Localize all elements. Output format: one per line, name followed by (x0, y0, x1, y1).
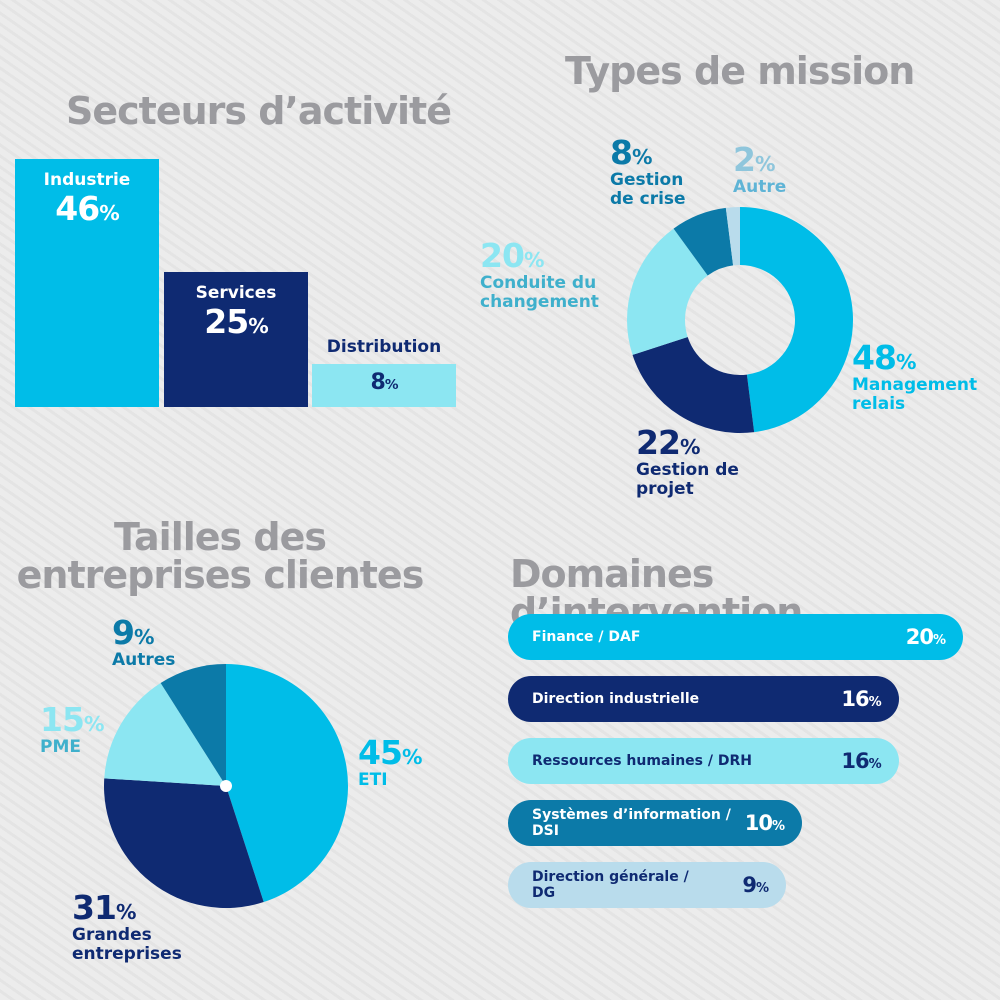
domaine-value: 10% (744, 811, 785, 835)
slice-eti (226, 664, 348, 903)
annotation-conduite-du-changement: 20% Conduite du changement (480, 236, 615, 312)
slice-grandes-entreprises (103, 778, 264, 908)
domaine-label-line: DG (532, 885, 556, 901)
domaine-value: 20% (905, 625, 946, 649)
pct-conduite-du-changement: 20% (480, 236, 545, 275)
domaine-value: 16% (841, 749, 882, 773)
percent-sign: % (631, 145, 653, 169)
domaine-label-line: Finance / DAF (532, 628, 641, 645)
domaine-label: Systèmes d’information / DSI (532, 807, 731, 839)
label-grandes-entreprises: Grandes entreprises (72, 925, 182, 964)
percent-sign: % (99, 201, 120, 225)
slice-autre (725, 207, 740, 266)
annotation-gestion-de-crise: 8% Gestion de crise (610, 133, 695, 209)
percent-sign: % (932, 633, 946, 648)
pct-autres: 9% (112, 613, 155, 652)
label-autres: Autres (112, 650, 176, 671)
annotation-management-relais: 48% Management relais (852, 338, 992, 414)
bar-label-industrie: Industrie (43, 170, 131, 190)
domaine-label-line: Direction industrielle (532, 690, 700, 707)
percent-sign: % (772, 819, 785, 834)
pct-gestion-de-crise: 8% (610, 133, 653, 172)
slice-gestion-de-crise (673, 207, 734, 276)
tailles-title: Tailles des entreprises clientes (0, 518, 440, 594)
annotation-grandes-entreprises: 31% Grandes entreprises (72, 888, 192, 964)
annotation-gestion-de-projet: 22% Gestion de projet (636, 423, 756, 499)
bar-label-services: Services (195, 283, 277, 304)
domaine-label-line: Ressources humaines / DRH (532, 752, 752, 769)
percent-sign: % (868, 757, 882, 772)
pct-autre: 2% (733, 140, 776, 179)
percent-sign: % (755, 881, 769, 896)
domaine-label: Direction industrielle (532, 691, 699, 707)
domaine-label-line: Systèmes d’information / (532, 806, 731, 823)
percent-sign: % (523, 248, 545, 272)
types-mission-title: Types de mission (565, 49, 915, 93)
bar-value-industrie: 46% (55, 189, 120, 228)
annotation-eti: 45% ETI (358, 733, 423, 791)
label-gestion-de-crise: Gestion de crise (610, 170, 686, 209)
percent-sign: % (754, 152, 776, 176)
percent-sign: % (115, 900, 137, 924)
pct-eti: 45% (358, 733, 423, 772)
percent-sign: % (133, 625, 155, 649)
pct-management-relais: 48% (852, 338, 917, 377)
percent-sign: % (679, 435, 701, 459)
bar-value-services: 25% (204, 302, 269, 342)
slice-conduite-du-changement (627, 228, 708, 355)
pct-gestion-de-projet: 22% (636, 423, 701, 462)
slice-pme (104, 682, 226, 786)
pie-center-dot (220, 780, 232, 792)
tailles-title-line-2: entreprises clientes (16, 553, 425, 597)
percent-sign: % (384, 376, 399, 393)
domaine-value: 16% (841, 687, 882, 711)
domaine-bar-2: Direction industrielle 16% (508, 676, 899, 722)
slice-autres (160, 664, 226, 786)
label-eti: ETI (358, 770, 388, 791)
domaine-bar-1: Finance / DAF 20% (508, 614, 963, 660)
domaine-value: 9% (742, 873, 769, 897)
annotation-autres: 9% Autres (112, 613, 176, 671)
annotation-autre: 2% Autre (733, 140, 787, 198)
domaine-label: Ressources humaines / DRH (532, 753, 752, 769)
pct-pme: 15% (40, 700, 105, 739)
label-pme: PME (40, 737, 81, 758)
types-mission-donut-chart (627, 207, 853, 433)
bar-label-distribution: Distribution (326, 336, 442, 357)
percent-sign: % (248, 314, 269, 339)
domaine-label-line: DSI (532, 823, 559, 839)
bar-services (164, 272, 308, 407)
tailles-pie-chart (103, 664, 348, 908)
bar-industrie (15, 159, 159, 407)
domaine-bar-5: Direction générale / DG 9% (508, 862, 786, 908)
percent-sign: % (401, 745, 423, 769)
label-autre: Autre (733, 177, 787, 198)
percent-sign: % (868, 695, 882, 710)
domaine-bar-4: Systèmes d’information / DSI 10% (508, 800, 803, 846)
annotation-pme: 15% PME (40, 700, 105, 758)
bar-value-distribution: 8% (370, 369, 399, 395)
label-conduite-du-changement: Conduite du changement (480, 273, 599, 312)
slice-management-relais (740, 207, 853, 433)
percent-sign: % (895, 350, 917, 374)
domaine-label: Finance / DAF (532, 629, 640, 645)
label-management-relais: Management relais (852, 375, 978, 414)
domaine-bar-3: Ressources humaines / DRH 16% (508, 738, 899, 784)
domaine-label-line: Direction générale / (532, 868, 689, 885)
label-gestion-de-projet: Gestion de projet (636, 460, 739, 499)
pct-grandes-entreprises: 31% (72, 888, 137, 927)
tailles-title-line-1: Tailles des (114, 515, 327, 559)
secteurs-title: Secteurs d’activité (66, 89, 452, 133)
bar-distribution (312, 363, 456, 407)
slice-gestion-de-projet (632, 336, 755, 433)
domaine-label: Direction générale / DG (532, 869, 689, 901)
percent-sign: % (83, 712, 105, 736)
